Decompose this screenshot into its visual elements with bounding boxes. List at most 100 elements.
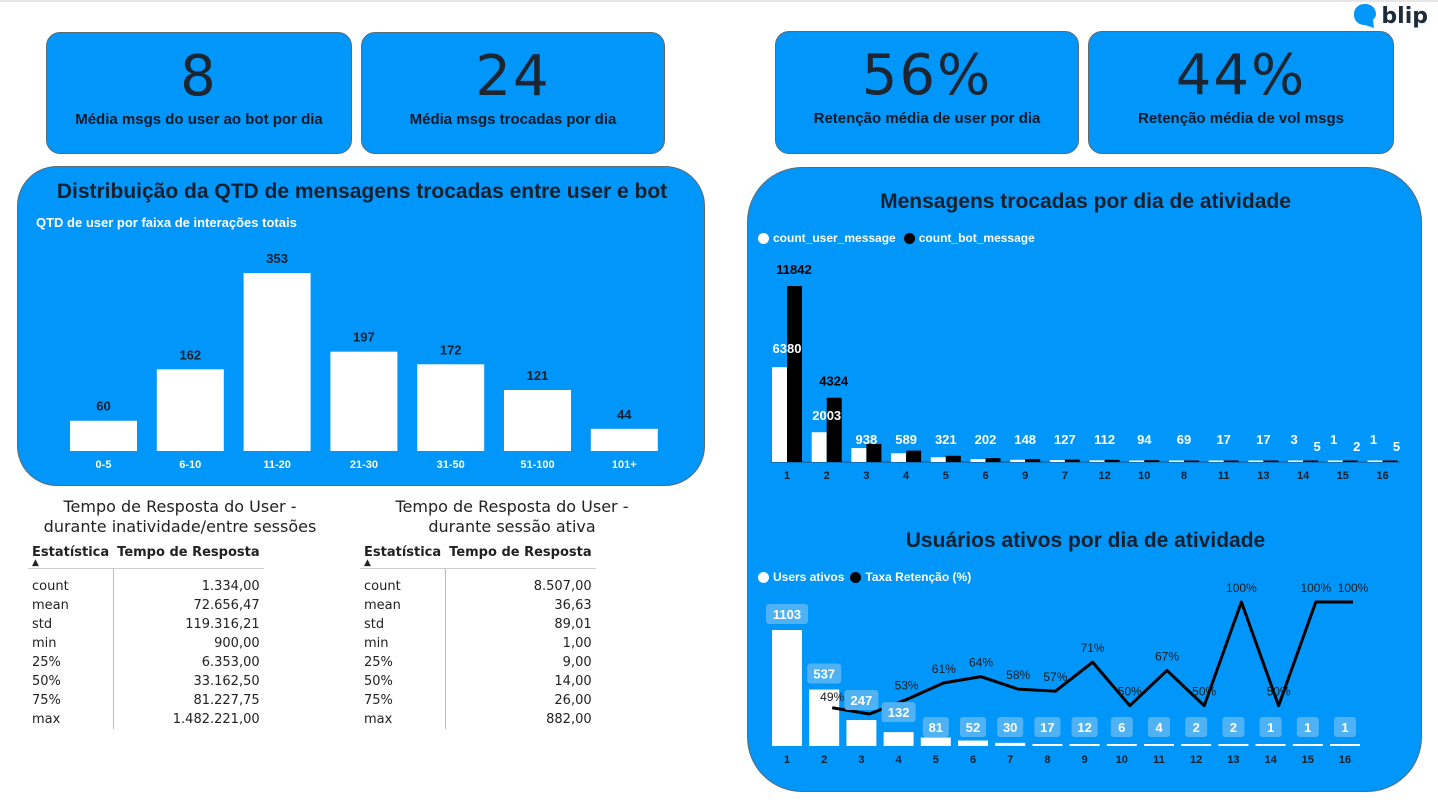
table-row: 50% 14,00: [360, 672, 596, 691]
msg-user-value-label: 589: [895, 432, 917, 447]
table-row: 75% 81.227,75: [28, 691, 264, 710]
users-bar: [958, 740, 988, 746]
dist-value-label: 60: [96, 399, 110, 414]
msg-user-value-label: 69: [1177, 432, 1191, 447]
stat-name: 75%: [364, 693, 393, 708]
msg-category-label: 9: [1022, 470, 1028, 482]
users-value-box: [922, 717, 949, 737]
msg-user-value-label: 6380: [773, 341, 802, 356]
kpi-value: 44%: [1175, 43, 1307, 108]
users-value-box: [1334, 717, 1356, 737]
users-value-box: [1071, 717, 1098, 737]
msg-category-label: 2: [824, 470, 830, 482]
users-bar: [1181, 744, 1212, 746]
stat-value: 119.316,21: [112, 615, 264, 634]
chat-bubble-icon: [1354, 4, 1377, 28]
users-bar: [995, 742, 1026, 746]
table-title-line: durante sessão ativa: [428, 517, 596, 536]
msg-category-label: 1: [784, 470, 790, 482]
users-bar: [1106, 744, 1137, 746]
msg-user-value-label: 94: [1137, 432, 1152, 447]
stat-value: 6.353,00: [112, 653, 264, 672]
users-category-label: 13: [1227, 754, 1239, 766]
column-header-response-time[interactable]: Tempo de Resposta: [113, 545, 264, 569]
retention-line: [831, 600, 1353, 716]
users-category-label: 3: [858, 754, 864, 766]
table-title-active-session: Tempo de Resposta do User - durante sess…: [362, 497, 662, 537]
msg-user-value-label: 17: [1216, 432, 1230, 447]
stat-name: mean: [32, 598, 69, 613]
msg-bot-bar: [1382, 460, 1398, 462]
chart-subtitle: QTD de user por faixa de interações tota…: [36, 215, 297, 230]
users-category-label: 7: [1007, 754, 1013, 766]
table-row: max 1.482.221,00: [28, 710, 264, 729]
msg-user-value-label: 321: [935, 432, 957, 447]
retention-value-label: 50%: [1192, 685, 1216, 699]
msg-user-value-label: 938: [856, 432, 878, 447]
dist-bar: [590, 428, 658, 451]
stat-name: max: [32, 712, 61, 727]
stat-value: 81.227,75: [112, 691, 264, 710]
users-category-label: 9: [1082, 754, 1088, 766]
table-title-line: durante inatividade/entre sessões: [43, 517, 317, 536]
stats-table-active-session: Estatística ▲ Tempo de Resposta count 8.50…: [360, 545, 596, 729]
retention-value-label: 50%: [1118, 685, 1142, 699]
users-value-label: 1: [1341, 720, 1348, 735]
dist-value-label: 162: [179, 347, 201, 362]
legend-dot-user: [758, 232, 769, 244]
stat-value: 900,00: [112, 634, 264, 653]
distribution-bar-chart: 60 0-5 162 6-10 353 11-20 197 21-30 172 31-50 121 5…: [70, 251, 658, 471]
dist-value-label: 197: [353, 330, 375, 345]
users-value-label: 537: [813, 667, 835, 682]
users-value-label: 2: [1193, 720, 1200, 735]
users-value-box: [1110, 717, 1133, 737]
msg-bot-bar: [1025, 459, 1041, 462]
retention-value-label: 61%: [932, 662, 956, 676]
column-header-statistic[interactable]: Estatística ▲: [360, 545, 446, 569]
msg-user-bar: [1129, 460, 1145, 462]
legend-label-retention: Taxa Retenção (%): [865, 570, 972, 584]
stat-value: 1.334,00: [112, 568, 264, 596]
distribution-panel: Distribuição da QTD de mensagens trocada…: [17, 166, 705, 486]
retention-value-label: 100%: [1300, 581, 1331, 595]
dist-category-label: 21-30: [350, 459, 378, 471]
users-bar: [1255, 744, 1286, 746]
msg-bot-value-label: 4324: [819, 374, 849, 389]
users-category-label: 5: [933, 754, 939, 766]
users-value-box: [1222, 717, 1245, 737]
msg-category-label: 14: [1297, 470, 1310, 482]
msg-category-label: 16: [1376, 470, 1388, 482]
msg-bot-bar: [1342, 460, 1358, 462]
users-value-box: [997, 717, 1024, 737]
legend-label-bot: count_bot_message: [918, 231, 1035, 245]
dist-value-label: 121: [527, 368, 549, 383]
users-value-label: 247: [851, 693, 873, 708]
retention-value-label: 64%: [969, 656, 993, 670]
stat-value: 8.507,00: [444, 568, 596, 596]
msg-bot-value-label: 2: [1353, 439, 1360, 454]
chart-title: Distribuição da QTD de mensagens trocada…: [56, 180, 668, 203]
legend-dot-bot: [903, 232, 915, 244]
stat-value: 33.162,50: [112, 672, 264, 691]
users-value-label: 4: [1155, 720, 1163, 735]
users-category-label: 2: [821, 754, 827, 766]
column-header-response-time[interactable]: Tempo de Resposta: [445, 545, 596, 569]
msg-bot-bar: [1144, 460, 1160, 462]
msg-user-value-label: 112: [1094, 432, 1115, 447]
users-bar: [1218, 744, 1249, 746]
table-row: min 900,00: [28, 634, 264, 653]
messages-bar-chart: 6380118421200343242938358943215202614891…: [766, 262, 1400, 766]
users-value-label: 30: [1003, 720, 1017, 735]
users-bar: [846, 720, 877, 746]
users-bar: [883, 732, 914, 746]
msg-bot-bar: [787, 286, 802, 462]
users-category-label: 12: [1190, 754, 1202, 766]
dist-category-label: 101+: [612, 459, 637, 471]
users-bar: [1144, 744, 1174, 746]
msg-category-label: 4: [903, 470, 910, 482]
users-value-box: [1259, 717, 1282, 737]
messages-legend: count_user_message count_bot_message: [758, 231, 1035, 245]
chart-title-messages: Mensagens trocadas por dia de atividade: [880, 190, 1291, 213]
users-value-box: [766, 604, 808, 624]
column-header-statistic[interactable]: Estatística ▲: [28, 545, 114, 569]
